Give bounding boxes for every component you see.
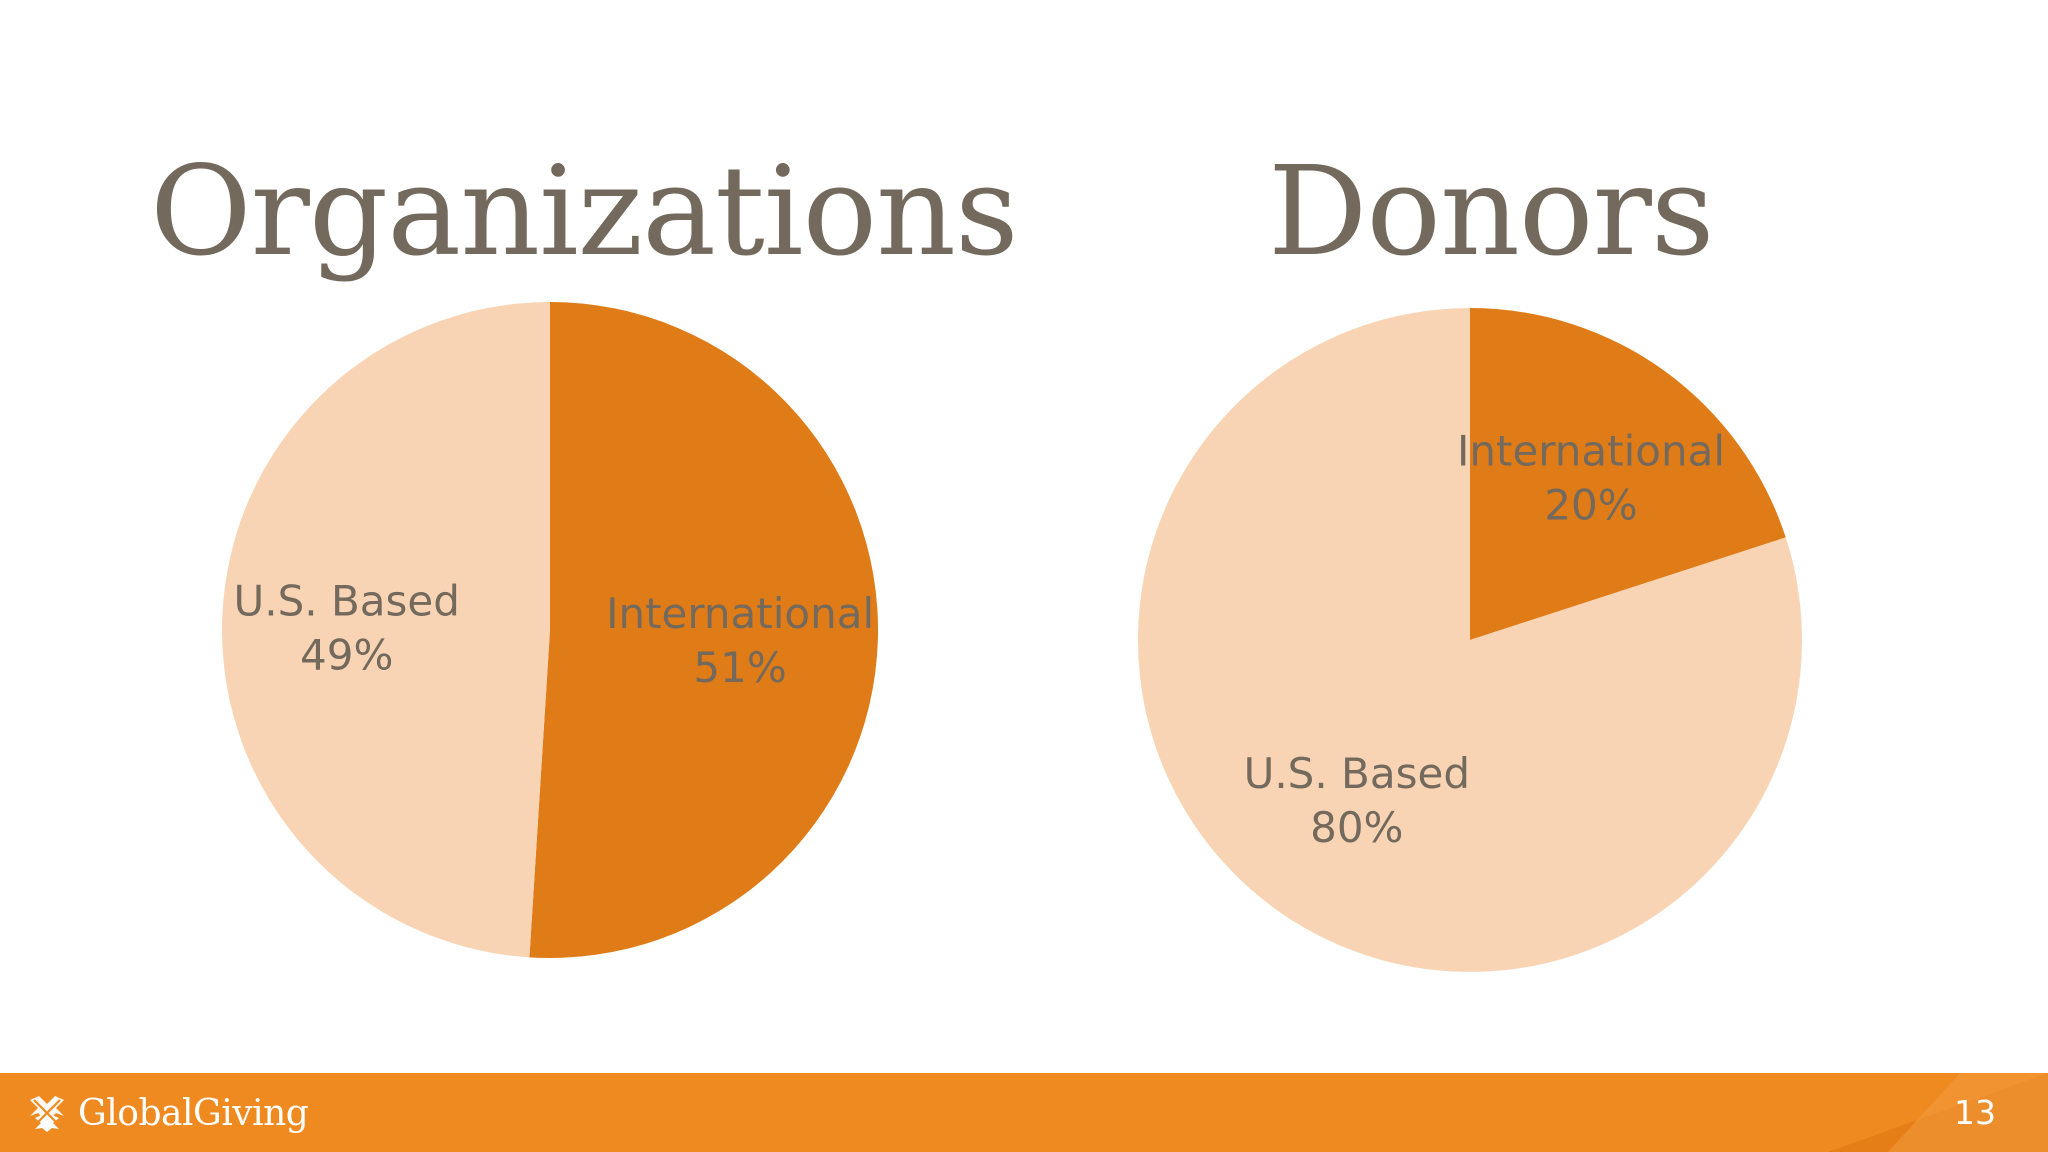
organizations-percent-u-s-based: 49% xyxy=(300,631,393,680)
organizations-label-u-s-based: U.S. Based xyxy=(234,577,460,626)
organizations-slice-u-s-based xyxy=(222,302,550,958)
organizations-pie-chart: International 51% U.S. Based 49% xyxy=(222,302,879,958)
organizations-chart-title: Organizations xyxy=(150,140,1019,284)
globalgiving-logo-icon xyxy=(30,1096,64,1132)
brand-name: GlobalGiving xyxy=(78,1092,309,1134)
organizations-slice-international xyxy=(529,302,879,958)
page-number: 13 xyxy=(1954,1093,1996,1132)
donors-slice-u-s-based xyxy=(1137,308,1802,972)
organizations-percent-international: 51% xyxy=(693,643,786,692)
donors-slice-international xyxy=(1470,308,1786,640)
donors-label-international: International xyxy=(1457,427,1725,476)
footer-bar: GlobalGiving 13 xyxy=(0,1073,2048,1152)
donors-percent-international: 20% xyxy=(1544,481,1637,530)
donors-chart-title: Donors xyxy=(1268,140,1714,284)
globalgiving-logo[interactable]: GlobalGiving xyxy=(26,1091,309,1135)
organizations-label-international: International xyxy=(606,589,874,638)
donors-percent-u-s-based: 80% xyxy=(1310,803,1403,852)
donors-label-u-s-based: U.S. Based xyxy=(1244,749,1470,798)
donors-pie-chart: International 20% U.S. Based 80% xyxy=(1137,308,1802,972)
